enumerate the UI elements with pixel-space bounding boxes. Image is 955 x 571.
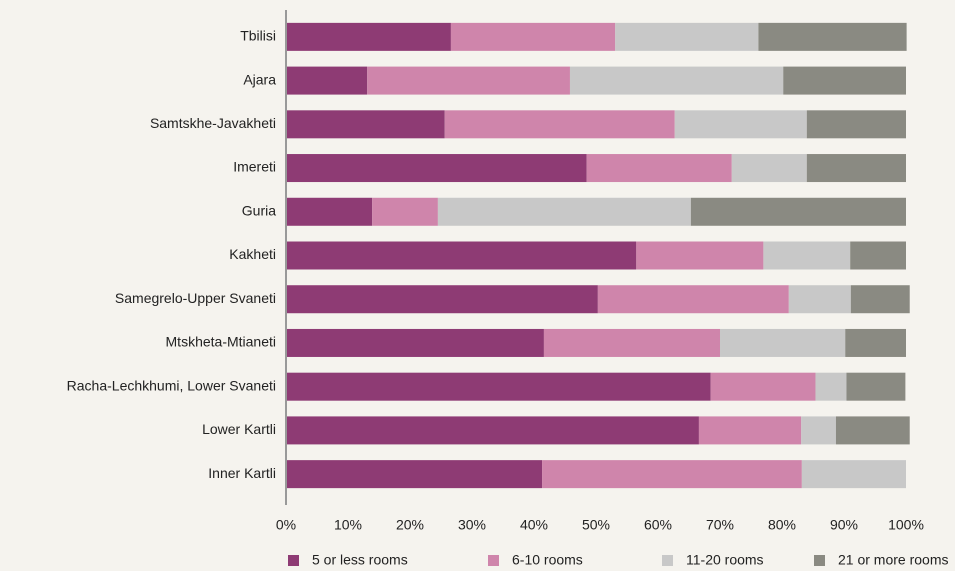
legend-swatch — [488, 555, 499, 566]
bar-segment — [569, 66, 784, 95]
bar-segment — [586, 154, 732, 183]
bar-segment — [367, 66, 570, 95]
bar-segment — [286, 197, 373, 226]
bar-segment — [286, 285, 598, 314]
x-tick-label: 50% — [582, 517, 610, 533]
bar-segment — [286, 66, 368, 95]
bar-segment — [542, 460, 802, 489]
legend-swatch — [288, 555, 299, 566]
bar-segment — [850, 285, 910, 314]
legend-swatch — [662, 555, 673, 566]
bar-segment — [850, 241, 906, 270]
y-tick-label: Mtskheta-Mtianeti — [166, 334, 276, 350]
x-tick-label: 10% — [334, 517, 362, 533]
y-tick-label: Samegrelo-Upper Svaneti — [115, 290, 276, 306]
bar-segment — [286, 22, 451, 51]
y-tick-label: Imereti — [233, 159, 276, 175]
x-tick-label: 0% — [276, 517, 296, 533]
bar-segment — [720, 328, 846, 357]
bar-segment — [690, 197, 906, 226]
bar-segment — [543, 328, 720, 357]
y-tick-label: Samtskhe-Javakheti — [150, 115, 276, 131]
y-tick-label: Racha-Lechkhumi, Lower Svaneti — [67, 377, 276, 393]
bar-segment — [286, 241, 637, 270]
bar-segment — [845, 328, 906, 357]
bar-segment — [835, 416, 910, 445]
x-tick-label: 20% — [396, 517, 424, 533]
bar-segment — [615, 22, 759, 51]
bar-segment — [597, 285, 789, 314]
x-tick-label: 30% — [458, 517, 486, 533]
bar-segment — [710, 372, 816, 401]
bar-segment — [698, 416, 802, 445]
legend-label: 21 or more rooms — [838, 552, 948, 568]
y-tick-label: Guria — [242, 202, 276, 218]
bar-segment — [286, 460, 543, 489]
y-tick-label: Ajara — [243, 71, 276, 87]
bar-segment — [801, 460, 906, 489]
bar-segment — [437, 197, 691, 226]
bar-segment — [286, 110, 445, 139]
y-tick-label: Tbilisi — [240, 28, 276, 44]
bar-segment — [286, 372, 711, 401]
x-tick-label: 60% — [644, 517, 672, 533]
bar-segment — [763, 241, 851, 270]
legend-label: 11-20 rooms — [686, 552, 764, 568]
bar-segment — [444, 110, 675, 139]
x-tick-label: 100% — [888, 517, 924, 533]
x-tick-label: 70% — [706, 517, 734, 533]
bar-segment — [815, 372, 847, 401]
bar-segment — [731, 154, 807, 183]
legend-label: 6-10 rooms — [512, 552, 583, 568]
y-tick-label: Lower Kartli — [202, 421, 276, 437]
bar-segment — [783, 66, 906, 95]
bar-segment — [806, 154, 906, 183]
bar-segment — [286, 416, 699, 445]
x-tick-label: 90% — [830, 517, 858, 533]
bar-segment — [758, 22, 907, 51]
x-tick-label: 80% — [768, 517, 796, 533]
bar-segment — [846, 372, 906, 401]
bar-segment — [806, 110, 906, 139]
x-tick-label: 40% — [520, 517, 548, 533]
bar-segment — [450, 22, 616, 51]
y-tick-label: Inner Kartli — [208, 465, 276, 481]
bar-segment — [788, 285, 851, 314]
y-tick-label: Kakheti — [229, 246, 276, 262]
legend-swatch — [814, 555, 825, 566]
bar-segment — [801, 416, 836, 445]
bar-segment — [674, 110, 807, 139]
bar-segment — [286, 154, 587, 183]
bar-segment — [372, 197, 438, 226]
bar-segment — [636, 241, 764, 270]
bar-segment — [286, 328, 544, 357]
legend-label: 5 or less rooms — [312, 552, 408, 568]
